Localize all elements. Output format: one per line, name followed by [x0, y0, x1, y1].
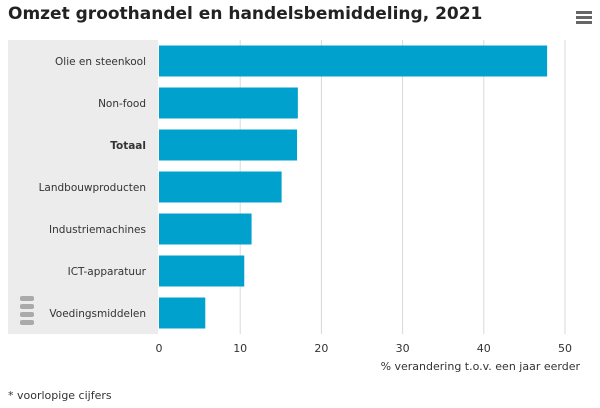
- x-tick-label: 40: [477, 342, 491, 355]
- category-label: Voedingsmiddelen: [49, 308, 146, 320]
- x-tick-label: 30: [396, 342, 410, 355]
- bar[interactable]: [159, 171, 282, 203]
- bars: [159, 45, 548, 329]
- category-label: Totaal: [110, 140, 146, 152]
- x-tick-label: 50: [558, 342, 572, 355]
- x-tick-labels: 0 10 20 30 40 50: [156, 342, 573, 355]
- chart-title: Omzet groothandel en handelsbemiddeling,…: [8, 4, 483, 24]
- category-label-panel: [8, 40, 158, 334]
- x-tick-label: 0: [156, 342, 163, 355]
- bar[interactable]: [159, 45, 548, 77]
- bar[interactable]: [159, 255, 245, 287]
- category-labels: Olie en steenkool Non-food Totaal Landbouwp…: [39, 56, 147, 320]
- x-axis-label: % verandering t.o.v. een jaar eerder: [381, 360, 581, 373]
- bar[interactable]: [159, 87, 298, 119]
- gridlines: [239, 40, 566, 334]
- bar[interactable]: [159, 297, 206, 329]
- category-label: Non-food: [98, 98, 146, 110]
- category-label: Olie en steenkool: [55, 56, 146, 68]
- bar[interactable]: [159, 213, 252, 245]
- category-label: ICT-apparatuur: [68, 266, 147, 278]
- x-tick-label: 10: [233, 342, 247, 355]
- footnote: * voorlopige cijfers: [8, 389, 112, 402]
- x-tick-label: 20: [314, 342, 328, 355]
- bar[interactable]: [159, 129, 298, 161]
- hamburger-menu-icon[interactable]: [576, 11, 592, 25]
- category-label: Industriemachines: [49, 224, 146, 236]
- cbs-logo-icon: [20, 296, 34, 325]
- category-label: Landbouwproducten: [39, 182, 146, 194]
